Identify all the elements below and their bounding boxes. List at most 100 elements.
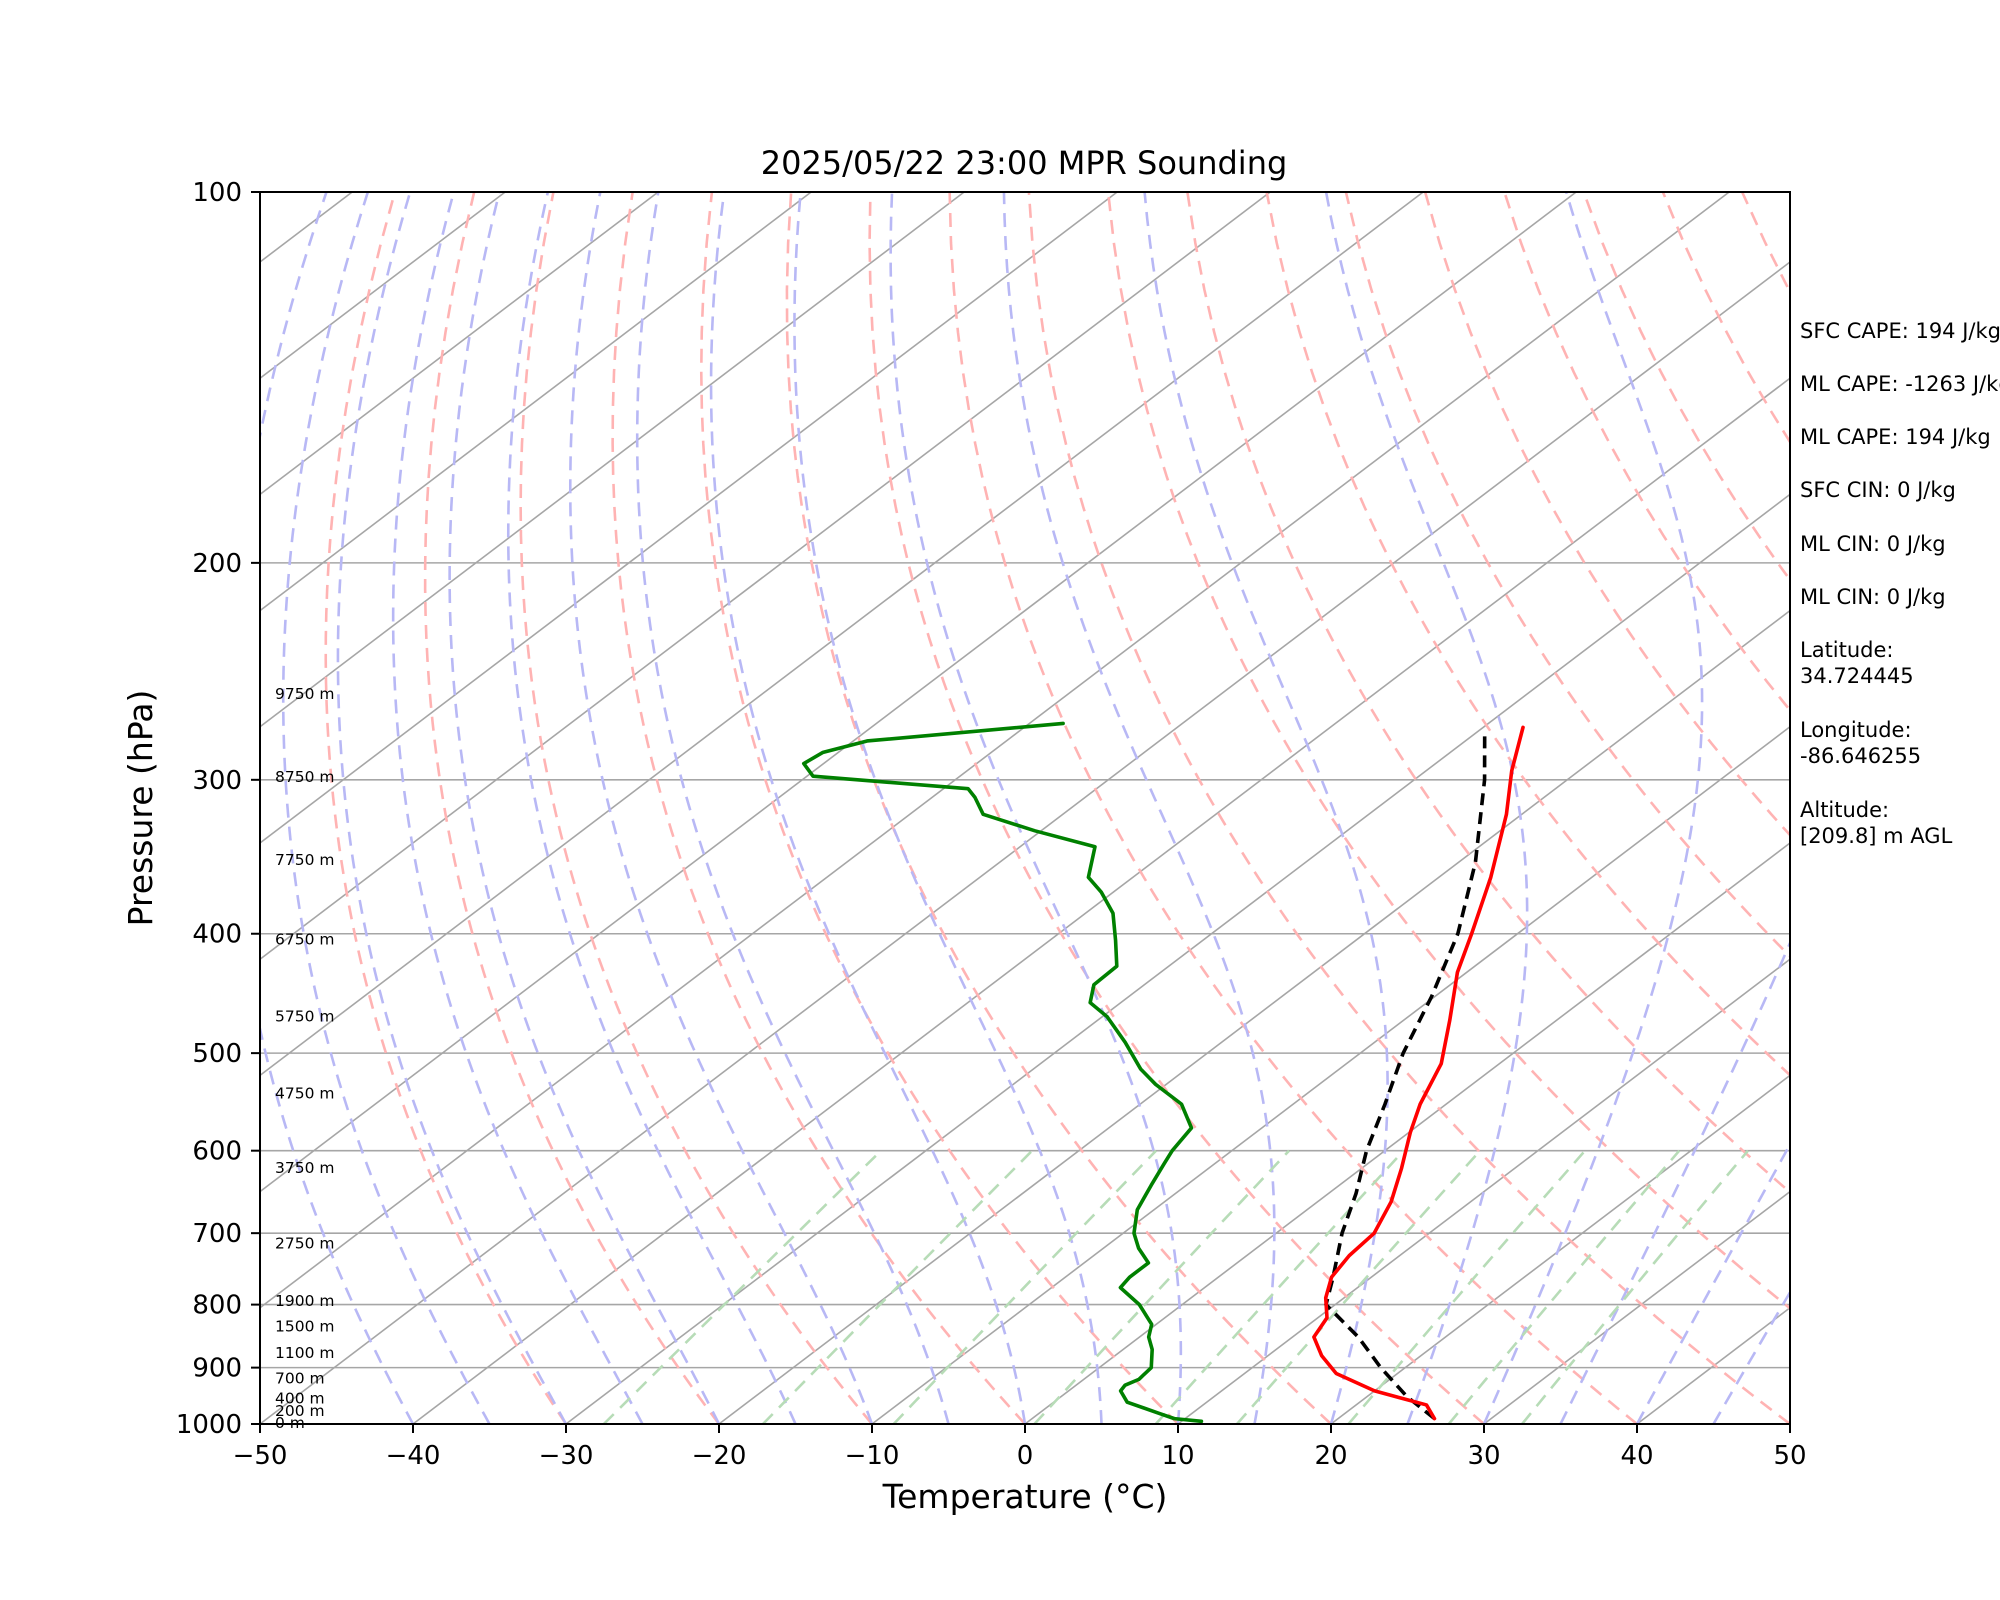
mixing-ratio-line xyxy=(1033,1149,1291,1424)
y-tick-label: 1000 xyxy=(176,1410,242,1440)
height-label: 2750 m xyxy=(275,1235,334,1253)
mixing-ratio-line xyxy=(602,1149,882,1424)
dry-adiabat-lines xyxy=(324,192,1790,1424)
isotherm-line xyxy=(260,192,1730,1309)
mixing-ratio-line xyxy=(1447,1149,1681,1424)
dry-adiabat-line xyxy=(1265,192,1790,1077)
moist-adiabat-line xyxy=(889,192,1183,1424)
height-label: 1900 m xyxy=(275,1292,334,1310)
dry-adiabat-line xyxy=(1503,192,1790,713)
moist-adiabat-line xyxy=(1002,192,1276,1424)
annotation-text: ML CAPE: 194 J/kg xyxy=(1800,425,1991,449)
mixing-ratio-line xyxy=(1347,1149,1587,1424)
mixing-ratio-line xyxy=(892,1149,1157,1424)
mixing-ratio-line xyxy=(1235,1149,1482,1424)
isotherm-line xyxy=(260,192,1577,1193)
y-tick-label: 300 xyxy=(192,766,242,796)
height-label: 0 m xyxy=(275,1414,305,1432)
height-label: 3750 m xyxy=(275,1159,334,1177)
height-label: 1100 m xyxy=(275,1344,334,1362)
sounding-series xyxy=(801,721,1525,1424)
y-tick-label: 600 xyxy=(192,1137,242,1167)
y-tick-label: 800 xyxy=(192,1291,242,1321)
height-label: 6750 m xyxy=(275,930,334,948)
x-tick-label: 20 xyxy=(1314,1441,1347,1471)
isotherm-line xyxy=(260,192,1424,1077)
height-label: 700 m xyxy=(275,1369,325,1387)
annotation-text: Altitude: [209.8] m AGL xyxy=(1800,798,1953,848)
annotation-text: ML CIN: 0 J/kg xyxy=(1800,585,1946,609)
height-label: 4750 m xyxy=(275,1084,334,1102)
y-tick-label: 100 xyxy=(192,178,242,208)
height-label: 1500 m xyxy=(275,1318,334,1336)
moist-adiabat-line xyxy=(1482,192,1704,1424)
annotation-text: ML CAPE: -1263 J/kg xyxy=(1800,372,2000,396)
moist-adiabat-line xyxy=(1143,192,1389,1424)
height-label: 400 m xyxy=(275,1389,325,1407)
dry-adiabat-line xyxy=(1027,192,1790,1424)
x-tick-label: −30 xyxy=(539,1441,594,1471)
x-tick-label: −50 xyxy=(233,1441,288,1471)
x-axis-label: Temperature (°C) xyxy=(882,1477,1168,1516)
moist-adiabat-line xyxy=(1712,1289,1790,1424)
pressure-gridlines xyxy=(260,562,1790,1369)
annotation-text: ML CIN: 0 J/kg xyxy=(1800,532,1946,556)
temperature-profile-line xyxy=(1312,725,1525,1421)
isotherm-lines xyxy=(0,192,1790,1424)
moist-adiabat-line xyxy=(448,192,721,1424)
isotherm-line xyxy=(1177,958,1790,1424)
height-label: 200 m xyxy=(275,1402,325,1420)
moist-adiabat-line xyxy=(793,192,1103,1424)
mixing-ratio-line xyxy=(761,1149,1034,1424)
annotation-line: 34.724445 xyxy=(1800,664,1914,688)
isotherm-line xyxy=(1483,1190,1790,1424)
isotherm-line xyxy=(260,192,812,612)
moist-adiabat-line xyxy=(260,192,415,1424)
annotation-line: Longitude: xyxy=(1800,718,1912,742)
dry-adiabat-line xyxy=(324,192,568,1424)
isotherm-line xyxy=(1024,841,1790,1424)
isotherm-line xyxy=(260,192,659,496)
annotation-line: ML CIN: 0 J/kg xyxy=(1800,532,1946,556)
y-axis-ticks: 100 200 300 400 500 600 700 800 900 1000 xyxy=(176,178,260,1440)
isotherm-line xyxy=(260,192,1271,961)
sounding-annotations: SFC CAPE: 194 J/kg ML CAPE: -1263 J/kg ML … xyxy=(1800,319,2000,848)
x-tick-label: 30 xyxy=(1467,1441,1500,1471)
annotation-line: [209.8] m AGL xyxy=(1800,824,1953,848)
mixing-ratio-line xyxy=(1521,1149,1749,1424)
x-tick-label: −20 xyxy=(692,1441,747,1471)
annotation-line: ML CAPE: -1263 J/kg xyxy=(1800,372,2000,396)
y-tick-label: 200 xyxy=(192,549,242,579)
chart-title: 2025/05/22 23:00 MPR Sounding xyxy=(761,144,1288,182)
x-tick-label: 50 xyxy=(1773,1441,1806,1471)
dry-adiabat-line xyxy=(423,192,721,1424)
annotation-text: Longitude: -86.646255 xyxy=(1800,718,1921,768)
annotation-text: SFC CIN: 0 J/kg xyxy=(1800,478,1956,502)
isotherm-line xyxy=(260,192,1118,845)
annotation-text: SFC CAPE: 194 J/kg xyxy=(1800,319,2000,343)
isotherm-line xyxy=(260,192,965,728)
isotherm-line xyxy=(260,260,1790,1424)
y-tick-label: 500 xyxy=(192,1039,242,1069)
moist-adiabat-line xyxy=(281,192,491,1424)
x-tick-label: −40 xyxy=(386,1441,441,1471)
dry-adiabat-line xyxy=(948,192,1638,1424)
isotherm-line xyxy=(0,192,199,1424)
x-tick-label: −10 xyxy=(845,1441,900,1471)
annotation-line: ML CAPE: 194 J/kg xyxy=(1800,425,1991,449)
x-axis-ticks: −50 −40 −30 −20 −10 0 10 20 30 40 50 xyxy=(233,1424,1807,1471)
isotherm-line xyxy=(565,493,1790,1424)
dry-adiabat-line xyxy=(699,192,1179,1424)
moist-adiabat-line xyxy=(1559,939,1790,1424)
y-tick-label: 900 xyxy=(192,1354,242,1384)
background-lines xyxy=(0,192,1790,1424)
annotation-line: ML CIN: 0 J/kg xyxy=(1800,585,1946,609)
moist-adiabat-lines xyxy=(260,192,1790,1424)
x-tick-label: 40 xyxy=(1620,1441,1653,1471)
dry-adiabat-line xyxy=(1344,192,1790,959)
y-tick-label: 400 xyxy=(192,920,242,950)
isotherm-line xyxy=(1330,1074,1790,1424)
annotation-line: Altitude: xyxy=(1800,798,1889,822)
parcel-profile-line xyxy=(1324,733,1487,1421)
dry-adiabat-line xyxy=(611,192,1026,1424)
